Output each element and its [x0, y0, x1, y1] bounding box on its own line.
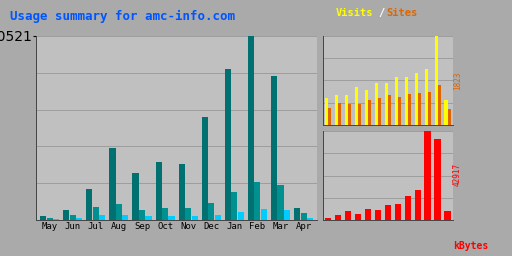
- Bar: [168, 216, 175, 220]
- Bar: [238, 212, 244, 220]
- Bar: [99, 215, 105, 220]
- Bar: [358, 104, 361, 125]
- Text: Usage summary for amc-info.com: Usage summary for amc-info.com: [10, 10, 235, 23]
- Bar: [375, 210, 381, 220]
- Text: 42917: 42917: [453, 163, 462, 186]
- Bar: [53, 219, 59, 220]
- Bar: [435, 36, 438, 125]
- Bar: [355, 214, 361, 220]
- Bar: [225, 69, 231, 220]
- Bar: [248, 36, 254, 220]
- Bar: [179, 164, 185, 220]
- Bar: [70, 215, 76, 220]
- Bar: [345, 211, 351, 220]
- Bar: [408, 94, 411, 125]
- Bar: [231, 192, 238, 220]
- Bar: [395, 77, 398, 125]
- Bar: [116, 204, 122, 220]
- Bar: [404, 196, 411, 220]
- Bar: [63, 210, 70, 220]
- Bar: [428, 92, 431, 125]
- Bar: [328, 108, 331, 125]
- Bar: [47, 218, 53, 220]
- Bar: [301, 213, 307, 220]
- Bar: [307, 218, 313, 220]
- Bar: [335, 215, 341, 220]
- Bar: [122, 215, 129, 220]
- Bar: [156, 162, 162, 220]
- Text: /: /: [379, 8, 385, 18]
- Bar: [278, 185, 284, 220]
- Bar: [338, 103, 341, 125]
- Bar: [415, 73, 418, 125]
- Text: 1823: 1823: [453, 71, 462, 90]
- Bar: [375, 83, 378, 125]
- Bar: [404, 77, 408, 125]
- Bar: [294, 208, 300, 220]
- Bar: [271, 77, 277, 220]
- Bar: [378, 98, 381, 125]
- Bar: [365, 209, 371, 220]
- Bar: [185, 208, 191, 220]
- Bar: [87, 189, 93, 220]
- Text: kBytes: kBytes: [453, 241, 488, 251]
- Bar: [40, 216, 46, 220]
- Bar: [355, 87, 358, 125]
- Bar: [215, 215, 221, 220]
- Bar: [365, 90, 368, 125]
- Text: Sites: Sites: [387, 8, 418, 18]
- Bar: [418, 93, 421, 125]
- Bar: [345, 95, 348, 125]
- Bar: [444, 101, 447, 125]
- Bar: [388, 95, 391, 125]
- Bar: [284, 210, 290, 220]
- Bar: [325, 218, 331, 220]
- Bar: [444, 211, 451, 220]
- Bar: [398, 97, 401, 125]
- Bar: [424, 131, 431, 220]
- Bar: [93, 207, 99, 220]
- Bar: [139, 210, 145, 220]
- Bar: [415, 190, 421, 220]
- Bar: [335, 95, 338, 125]
- Bar: [76, 218, 82, 220]
- Bar: [208, 203, 215, 220]
- Bar: [162, 208, 168, 220]
- Bar: [110, 148, 116, 220]
- Bar: [254, 183, 261, 220]
- Bar: [261, 209, 267, 220]
- Bar: [368, 100, 371, 125]
- Text: Visits: Visits: [335, 8, 373, 18]
- Bar: [438, 85, 441, 125]
- Bar: [348, 104, 351, 125]
- Bar: [325, 98, 328, 125]
- Bar: [202, 117, 208, 220]
- Bar: [424, 69, 428, 125]
- Bar: [191, 216, 198, 220]
- Bar: [133, 174, 139, 220]
- Bar: [395, 204, 401, 220]
- Bar: [435, 139, 441, 220]
- Bar: [385, 83, 388, 125]
- Bar: [447, 109, 451, 125]
- Bar: [385, 205, 391, 220]
- Bar: [145, 216, 152, 220]
